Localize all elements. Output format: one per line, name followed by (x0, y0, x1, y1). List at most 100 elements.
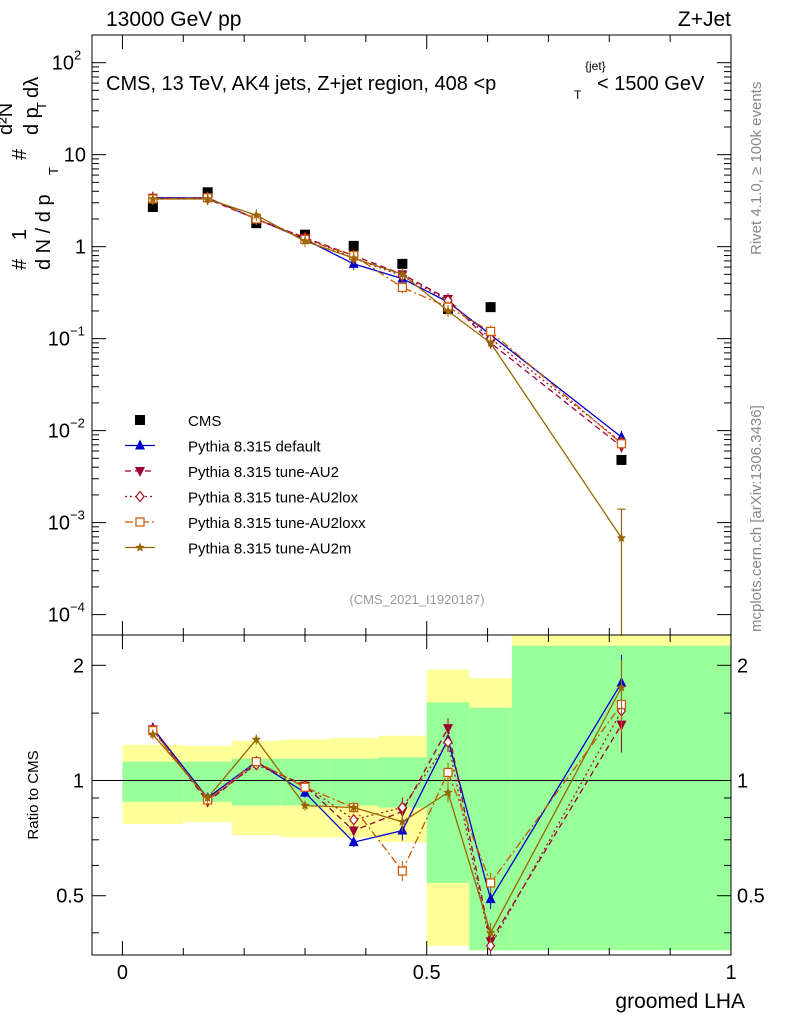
legend-marker-default (135, 439, 145, 450)
main-ytick-exp-5: −3 (70, 508, 85, 523)
header-left: 13000 GeV pp (106, 8, 241, 31)
ratio-ytick-label-right-2: 2 (737, 655, 748, 677)
ylabel-t2: T (34, 102, 49, 110)
series-point-au2loxx (616, 439, 627, 449)
legend-label-default: Pythia 8.315 default (188, 439, 321, 456)
ratio-point-au2lox (485, 939, 496, 952)
ylabel-dlambda: dλ (21, 77, 43, 98)
main-ytick-exp-6: −4 (70, 600, 85, 615)
legend: CMS Pythia 8.315 default Pythia 8.315 tune… (125, 413, 366, 558)
ratio-point-au2lox (348, 813, 359, 826)
ratio-ytick-label-left-2: 2 (73, 655, 84, 677)
ratio-point-au2 (348, 826, 359, 837)
ratio-series-au2m (148, 659, 627, 943)
main-ytick-label-3: 10 (48, 329, 70, 351)
series-point-cms (348, 240, 359, 251)
series-point-au2m (148, 194, 158, 203)
ratio-ytick-label-left-0: 0.5 (56, 886, 84, 908)
ratio-xtick-label-2: 1 (725, 962, 736, 984)
rivet-version-text: Rivet 4.1.0, ≥ 100k events (748, 82, 765, 255)
legend-marker-au2loxx (135, 517, 145, 527)
legend-label-au2lox: Pythia 8.315 tune-AU2lox (188, 490, 359, 507)
ratio-point-au2lox (443, 736, 453, 749)
main-ytick-label-0: 10 (52, 53, 74, 75)
ratio-point-au2loxx (397, 866, 407, 876)
series-line-default (152, 197, 622, 438)
legend-marker-cms (135, 415, 145, 425)
ratio-point-au2m (485, 927, 496, 937)
legend-marker-au2m (135, 542, 145, 552)
series-point-au2loxx (397, 282, 407, 293)
plot-title-tail: < 1500 GeV (597, 73, 705, 95)
series-point-cms (616, 454, 627, 465)
series-point-au2m (485, 337, 496, 347)
ratio-point-au2m (616, 682, 627, 692)
series-point-au2m (348, 253, 359, 263)
ratio-point-au2m (251, 734, 262, 744)
series-point-cms (147, 201, 158, 212)
legend-label-au2loxx: Pythia 8.315 tune-AU2loxx (188, 515, 366, 532)
ratio-point-au2m (202, 793, 213, 803)
ratio-point-au2m (300, 800, 310, 810)
series-line-au2 (152, 197, 622, 448)
ratio-point-au2m (148, 729, 158, 739)
ratio-xtick-label-1: 0.5 (413, 962, 441, 984)
ratio-point-default (485, 893, 496, 904)
band-inner-7 (469, 707, 512, 951)
ylabel-hash1: # (9, 258, 31, 270)
ratio-ytick-label-right-1: 1 (737, 771, 748, 793)
header-right: Z+Jet (678, 8, 731, 31)
series-line-au2loxx (152, 197, 622, 445)
series-point-default (616, 431, 627, 442)
series-point-au2m (397, 269, 408, 279)
band-inner-0 (122, 761, 184, 802)
series-point-au2m (251, 210, 262, 220)
ratio-point-au2 (443, 724, 454, 735)
series-au2lox (148, 191, 627, 449)
ratio-point-au2m (443, 787, 453, 797)
legend-marker-au2lox (135, 490, 145, 503)
ylabel-d2n: d²N (0, 103, 17, 135)
ratio-point-default (348, 836, 359, 847)
plot-title: CMS, 13 TeV, AK4 jets, Z+jet region, 408… (106, 73, 496, 95)
analysis-watermark: (CMS_2021_I1920187) (349, 592, 484, 607)
series-line-au2m (152, 198, 623, 539)
main-y-label: # 1 d N / d p T # d²N d p T dλ (0, 77, 61, 270)
series-point-cms (397, 258, 408, 269)
main-ytick-label-2: 1 (75, 237, 86, 259)
series-line-au2lox (152, 197, 622, 443)
x-axis-label: groomed LHA (615, 990, 745, 1013)
ratio-point-au2loxx (251, 757, 261, 767)
ratio-point-au2loxx (300, 782, 310, 792)
ylabel-dn: d N / d p (33, 194, 55, 270)
legend-label-au2m: Pythia 8.315 tune-AU2m (188, 541, 351, 558)
ratio-y-label: Ratio to CMS (25, 750, 42, 839)
legend-marker-au2 (135, 467, 145, 477)
plot-title-subscript: T (574, 88, 582, 102)
ylabel-t1: T (46, 167, 61, 175)
plot-title-superscript: {jet} (585, 59, 606, 73)
main-ytick-label-1: 10 (64, 145, 86, 167)
main-ytick-exp-3: −1 (70, 324, 85, 339)
main-ytick-exp-0: 2 (74, 48, 81, 63)
ylabel-one: 1 (9, 229, 31, 240)
series-point-au2m (443, 306, 453, 315)
series-point-cms (485, 302, 496, 313)
ylabel-dpt: d p (21, 107, 43, 135)
ratio-plot: 0.5 0.5 1 1 2 2 0 0.5 1 (56, 635, 765, 984)
main-ytick-exp-4: −2 (70, 416, 85, 431)
series-default (147, 191, 627, 444)
series-point-au2m (300, 236, 310, 246)
mcplots-text: mcplots.cern.ch [arXiv:1306.3436] (748, 405, 765, 632)
ratio-xtick-label-0: 0 (117, 962, 128, 984)
main-ytick-label-6: 10 (48, 605, 70, 627)
ratio-point-au2m (348, 802, 359, 812)
main-ytick-label-4: 10 (48, 421, 70, 443)
ratio-point-au2loxx (443, 767, 453, 778)
series-au2loxx (148, 191, 627, 450)
legend-label-cms: CMS (188, 413, 221, 430)
legend-label-au2: Pythia 8.315 tune-AU2 (188, 464, 339, 481)
ratio-ytick-label-right-0: 0.5 (737, 886, 765, 908)
